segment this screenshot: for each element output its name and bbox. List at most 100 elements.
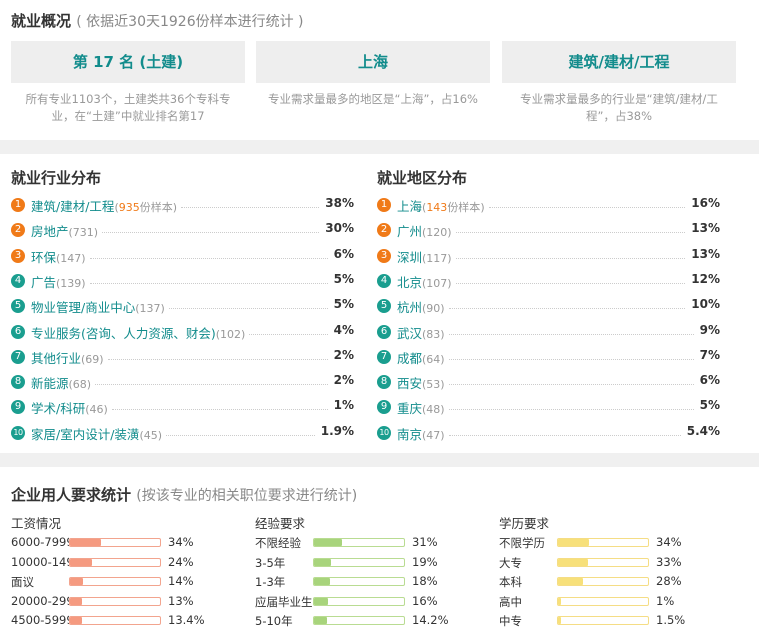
requirement-bar-fill: [70, 578, 83, 585]
requirement-percent: 13%: [168, 593, 194, 608]
industry-name[interactable]: 建筑/建材/工程(935份样本): [31, 199, 178, 214]
top-region-card-desc: 专业需求量最多的地区是“上海”，占16%: [268, 92, 478, 106]
region-name[interactable]: 深圳(117): [397, 249, 452, 265]
industry-name[interactable]: 房地产(731): [31, 224, 99, 240]
region-name[interactable]: 重庆(48): [397, 401, 445, 417]
region-name[interactable]: 西安(53): [397, 376, 445, 392]
region-percent: 13%: [691, 246, 720, 261]
requirement-label: 10000-149: [11, 554, 69, 569]
industry-item[interactable]: 1 建筑/建材/工程(935份样本) 38%: [11, 194, 354, 214]
region-name[interactable]: 杭州(90): [397, 300, 445, 316]
requirement-bar: [69, 557, 161, 567]
region-item[interactable]: 5 杭州(90) 10%: [377, 295, 720, 315]
top-region-card: 上海: [256, 41, 490, 83]
rank-number-badge: 8: [11, 375, 25, 390]
industry-item[interactable]: 4 广告(139) 5%: [11, 270, 354, 290]
requirement-bar: [69, 577, 161, 586]
leader-dots: [456, 232, 685, 234]
requirement-bar-fill: [558, 578, 584, 585]
leader-dots: [449, 409, 694, 411]
industry-name[interactable]: 学术/科研(46): [31, 401, 108, 417]
leader-dots: [449, 384, 694, 386]
industry-name[interactable]: 新能源(68): [31, 376, 92, 392]
leader-dots: [456, 257, 685, 259]
region-item[interactable]: 8 西安(53) 6%: [377, 371, 720, 391]
requirement-bar-fill: [314, 578, 331, 585]
requirement-percent: 14.2%: [412, 613, 449, 627]
region-count: (107): [422, 276, 452, 290]
requirement-bar: [313, 577, 405, 586]
industry-name[interactable]: 其他行业(69): [31, 350, 104, 366]
requirement-label: 不限经验: [255, 536, 301, 550]
overview-subtitle: ( 依据近30天1926份样本进行统计 ): [76, 14, 304, 30]
region-item[interactable]: 3 深圳(117) 13%: [377, 245, 720, 265]
region-item[interactable]: 9 重庆(48) 5%: [377, 396, 720, 416]
requirement-bar: [557, 557, 649, 567]
requirement-row: 应届毕业生 16%: [255, 594, 485, 610]
requirement-row: 面议 14%: [11, 574, 241, 590]
rank-number-badge: 1: [377, 198, 391, 212]
requirement-bar-fill: [70, 558, 92, 566]
requirement-percent: 14%: [168, 574, 194, 588]
requirement-bar-fill: [314, 597, 329, 605]
requirement-row: 4500-5999 13.4%: [11, 613, 241, 629]
requirement-label: 3-5年: [255, 555, 286, 570]
region-count: (117): [422, 251, 452, 265]
requirement-row: 5-10年 14.2%: [255, 613, 485, 629]
industry-name[interactable]: 环保(147): [31, 249, 86, 265]
requirement-bar: [69, 596, 161, 606]
industry-percent: 1.9%: [320, 423, 354, 438]
requirement-row: 大专 33%: [499, 555, 729, 571]
industry-item[interactable]: 5 物业管理/商业中心(137) 5%: [11, 295, 354, 315]
industry-item[interactable]: 8 新能源(68) 2%: [11, 371, 354, 391]
requirement-label: 本科: [499, 575, 522, 589]
requirement-label: 面议: [11, 575, 34, 589]
requirement-bar: [313, 596, 405, 606]
industry-item[interactable]: 3 环保(147) 6%: [11, 245, 354, 265]
region-name[interactable]: 北京(107): [397, 274, 452, 290]
industry-item[interactable]: 10 家居/室内设计/装潢(45) 1.9%: [11, 422, 354, 442]
region-item[interactable]: 1 上海(143份样本) 16%: [377, 194, 720, 214]
rank-number-badge: 10: [377, 425, 391, 440]
region-item[interactable]: 6 武汉(83) 9%: [377, 321, 720, 341]
leader-dots: [90, 282, 328, 284]
requirement-label: 20000-299: [11, 593, 69, 608]
region-name[interactable]: 南京(47): [397, 426, 445, 442]
industry-item[interactable]: 7 其他行业(69) 2%: [11, 346, 354, 366]
region-item[interactable]: 7 成都(64) 7%: [377, 346, 720, 366]
industry-name[interactable]: 物业管理/商业中心(137): [31, 300, 165, 316]
region-percent: 10%: [691, 297, 720, 312]
industry-item[interactable]: 2 房地产(731) 30%: [11, 219, 354, 239]
rank-number-badge: 3: [11, 248, 25, 263]
requirement-bar: [557, 596, 649, 606]
industry-item[interactable]: 9 学术/科研(46) 1%: [11, 396, 354, 416]
requirement-bar-fill: [70, 597, 82, 605]
industry-name[interactable]: 家居/室内设计/装潢(45): [31, 426, 163, 442]
region-name[interactable]: 成都(64): [397, 350, 445, 366]
region-count: (53): [422, 378, 445, 392]
region-name[interactable]: 上海(143份样本): [397, 199, 485, 214]
industry-item[interactable]: 6 专业服务(咨询、人力资源、财会)(102) 4%: [11, 321, 354, 341]
region-item[interactable]: 10 南京(47) 5.4%: [377, 422, 720, 442]
requirements-title: 企业用人要求统计 (按该专业的相关职位要求进行统计): [11, 486, 358, 504]
region-percent: 5%: [699, 398, 720, 413]
requirement-bar-fill: [314, 558, 332, 566]
region-item[interactable]: 2 广州(120) 13%: [377, 219, 720, 239]
industry-count: (102): [215, 327, 246, 341]
industry-title: 就业行业分布: [11, 169, 102, 187]
requirements-subtitle: (按该专业的相关职位要求进行统计): [136, 488, 358, 504]
rank-number-badge: 2: [377, 223, 391, 238]
industry-name[interactable]: 专业服务(咨询、人力资源、财会)(102): [31, 325, 246, 341]
region-percent: 12%: [691, 271, 720, 286]
region-percent: 5.4%: [686, 423, 720, 438]
requirement-label: 5-10年: [255, 614, 293, 628]
region-name[interactable]: 武汉(83): [397, 325, 445, 341]
leader-dots: [181, 207, 319, 208]
requirement-row: 不限学历 34%: [499, 535, 729, 551]
region-name[interactable]: 广州(120): [397, 224, 452, 240]
industry-name[interactable]: 广告(139): [31, 274, 86, 290]
leader-dots: [102, 232, 319, 234]
experience-title: 经验要求: [255, 516, 306, 531]
region-percent: 13%: [691, 221, 720, 236]
region-item[interactable]: 4 北京(107) 12%: [377, 270, 720, 290]
